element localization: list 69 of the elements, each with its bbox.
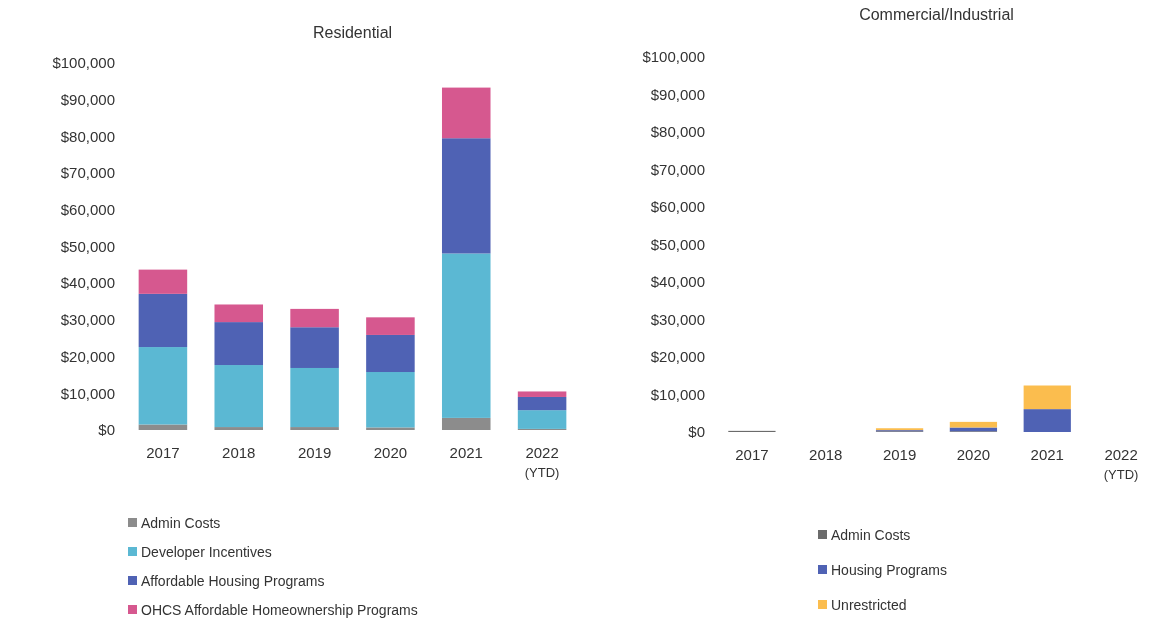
legend-label: Housing Programs: [831, 561, 947, 578]
legend-label: Unrestricted: [831, 596, 907, 613]
bar: [441, 417, 491, 430]
x-tick-label: 2019: [297, 444, 332, 461]
y-tick-label: $40,000: [650, 273, 705, 291]
bar: [366, 427, 415, 430]
y-tick-label: $60,000: [60, 201, 115, 219]
bar: [366, 372, 415, 428]
y-tick-label: $50,000: [60, 237, 115, 255]
x-tick-label: 2022 (YTD): [1103, 446, 1139, 482]
x-tick-label: 2021: [1030, 446, 1064, 463]
bar: [441, 253, 491, 418]
x-tick-label: 2020: [373, 444, 408, 461]
y-tick-label: $20,000: [60, 347, 115, 365]
bar: [1023, 409, 1071, 432]
chart-title: Residential: [312, 24, 393, 41]
bar: [517, 410, 567, 429]
bar: [366, 334, 415, 373]
x-tick-label: 2021: [449, 444, 483, 461]
bar: [441, 87, 491, 139]
bar: [138, 269, 188, 294]
x-tick-label: 2022 (YTD): [524, 444, 560, 480]
bar: [138, 424, 188, 430]
bar: [441, 138, 491, 254]
y-tick-label: $90,000: [60, 90, 115, 108]
bar: [290, 427, 339, 430]
y-tick-label: $30,000: [60, 311, 115, 329]
bar: [138, 293, 188, 348]
y-tick-label: $20,000: [650, 348, 705, 366]
bar: [517, 391, 567, 397]
bar: [290, 327, 339, 368]
y-tick-label: $40,000: [60, 274, 115, 292]
x-tick-label: 2017: [146, 444, 180, 461]
legend-label: Admin Costs: [141, 514, 221, 531]
x-tick-label: 2019: [882, 446, 917, 463]
y-tick-label: $50,000: [650, 235, 705, 253]
x-tick-label: 2017: [735, 446, 769, 463]
y-tick-label: $30,000: [650, 310, 705, 328]
y-tick-label: $10,000: [60, 384, 115, 402]
bar: [214, 365, 264, 428]
y-tick-label: $100,000: [642, 48, 705, 66]
bar: [366, 317, 415, 335]
legend-label: Developer Incentives: [141, 543, 272, 560]
legend-label: Affordable Housing Programs: [141, 572, 325, 589]
x-tick-label: 2020: [956, 446, 991, 463]
y-tick-label: $60,000: [650, 198, 705, 216]
x-tick-label: 2018: [222, 444, 256, 461]
bar: [1023, 385, 1071, 410]
y-tick-label: $0: [688, 423, 705, 441]
y-tick-label: $0: [98, 421, 115, 439]
y-tick-label: $80,000: [650, 123, 705, 141]
y-tick-label: $90,000: [650, 85, 705, 103]
legend-label: Admin Costs: [831, 526, 911, 543]
bar: [290, 308, 339, 328]
bar: [214, 322, 264, 366]
bar: [949, 421, 998, 428]
y-tick-label: $70,000: [650, 160, 705, 178]
y-tick-label: $80,000: [60, 127, 115, 145]
bar: [214, 427, 264, 430]
legend-label: OHCS Affordable Homeownership Programs: [141, 601, 418, 618]
y-tick-label: $10,000: [650, 385, 705, 403]
bar: [138, 347, 188, 425]
bar: [517, 396, 567, 411]
x-tick-label: 2018: [809, 446, 843, 463]
y-tick-label: $100,000: [52, 54, 115, 72]
chart-title: Commercial/Industrial: [859, 6, 1014, 23]
bar: [214, 304, 264, 323]
bar: [290, 367, 339, 428]
y-tick-label: $70,000: [60, 164, 115, 182]
